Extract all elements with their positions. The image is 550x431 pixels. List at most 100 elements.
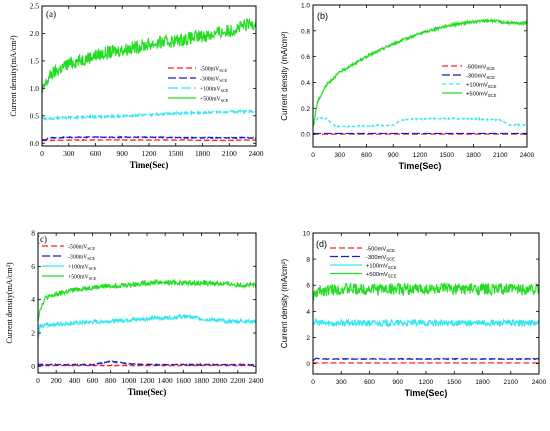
y-axis-label-d: Current density (mA/cm²) xyxy=(280,258,289,348)
x-tick-label-b: 2100 xyxy=(493,152,508,159)
x-tick-label-d: 0 xyxy=(311,379,315,386)
series-line-d-3 xyxy=(313,281,539,302)
y-tick-label-b: 0.8 xyxy=(301,28,310,35)
y-tick-label-d: 2 xyxy=(306,335,310,342)
legend-label-b-2: +100mVSCE xyxy=(466,83,497,90)
legend-label-a-0: -500mVSCE xyxy=(200,67,227,74)
x-tick-label-a: 900 xyxy=(117,149,129,158)
x-tick-label-c: 0 xyxy=(36,376,40,385)
legend-label-a-2: +100mVSCE xyxy=(200,87,229,94)
legend-label-d-0: -500mVSCE xyxy=(366,247,395,254)
series-line-a-1 xyxy=(42,135,256,142)
panel-label-d: (d) xyxy=(316,239,327,249)
legend-label-c-1: -300mVSCE xyxy=(68,255,95,262)
y-tick-label-a: 2.5 xyxy=(30,2,40,11)
series-line-c-3 xyxy=(38,278,256,322)
x-tick-label-a: 0 xyxy=(40,149,44,158)
chart-d: 0 300 600 900 1200 1500 1800 2100 2400 0 2 4 6 8 10 Tim… xyxy=(280,231,547,399)
x-tick-label-c: 600 xyxy=(87,376,99,385)
y-tick-label-b: 0.0 xyxy=(301,132,310,139)
legend-c: -500mVSCE -300mVSCE +100mVSCE +500mVSCE xyxy=(42,245,97,282)
legend-b: -500mVSCE -300mVSCE +100mVSCE +500mVSCE xyxy=(442,65,497,98)
x-tick-label-b: 300 xyxy=(334,152,345,159)
panel-label-c: (c) xyxy=(37,234,47,244)
x-tick-label-c: 2200 xyxy=(230,376,245,385)
x-tick-label-d: 900 xyxy=(392,379,403,386)
legend-a: -500mVSCE -300mVSCE +100mVSCE +500mVSCE xyxy=(168,67,229,104)
y-tick-label-d: 10 xyxy=(303,231,311,238)
y-tick-label-c: 6 xyxy=(31,262,35,271)
x-tick-label-a: 2400 xyxy=(249,149,264,158)
legend-label-b-1: -300mVSCE xyxy=(466,74,495,81)
x-tick-label-d: 2100 xyxy=(504,379,519,386)
y-tick-label-b: 0.2 xyxy=(301,106,310,113)
x-tick-label-d: 1800 xyxy=(475,379,490,386)
y-tick-label-a: 1.5 xyxy=(30,56,40,65)
x-tick-label-a: 2100 xyxy=(222,149,237,158)
x-tick-label-c: 2400 xyxy=(249,376,264,385)
y-axis-label-b: Current density (mA/cm²) xyxy=(280,31,289,121)
legend-label-d-1: -300mVSCE xyxy=(366,255,395,262)
series-line-a-3 xyxy=(42,18,256,93)
x-tick-label-b: 1500 xyxy=(440,152,455,159)
legend-label-a-1: -300mVSCE xyxy=(200,77,227,84)
x-tick-label-a: 300 xyxy=(63,149,75,158)
series-line-d-1 xyxy=(313,357,539,362)
x-tick-label-b: 0 xyxy=(311,152,315,159)
legend-d: -500mVSCE-300mVSCE +100mVSCE+500mVSCE xyxy=(330,247,397,279)
y-tick-label-b: 0.6 xyxy=(301,54,310,61)
y-tick-label-a: 2.0 xyxy=(30,29,40,38)
x-tick-label-a: 1200 xyxy=(142,149,157,158)
legend-label-c-2: +100mVSCE xyxy=(68,265,97,272)
y-tick-label-a: 0.0 xyxy=(30,139,40,148)
chart-c: 0 200 400 600 800 1000 1200 1400 1600 1800 2000 220… xyxy=(5,229,264,398)
plot-frame-d xyxy=(312,232,540,375)
x-tick-label-c: 800 xyxy=(105,376,117,385)
x-tick-label-c: 1400 xyxy=(158,376,173,385)
x-tick-label-b: 900 xyxy=(388,152,399,159)
x-axis-label-c: Time(Sec) xyxy=(128,387,167,397)
legend-label-b-0: -500mVSCE xyxy=(466,65,495,72)
x-tick-label-d: 1200 xyxy=(419,379,434,386)
plot-frame-a xyxy=(41,5,257,147)
y-tick-label-c: 2 xyxy=(31,329,35,338)
y-tick-label-d: 6 xyxy=(306,283,310,290)
x-tick-label-c: 1000 xyxy=(121,376,136,385)
series-line-a-0 xyxy=(42,138,256,142)
y-tick-label-d: 8 xyxy=(306,257,310,264)
y-tick-label-a: 0.5 xyxy=(30,111,40,120)
series-line-c-2 xyxy=(38,313,256,340)
series-line-a-2 xyxy=(42,109,256,122)
series-line-d-2 xyxy=(313,317,539,328)
y-tick-label-c: 0 xyxy=(31,362,35,371)
x-tick-label-c: 200 xyxy=(51,376,63,385)
x-tick-label-d: 300 xyxy=(336,379,347,386)
x-tick-label-c: 1600 xyxy=(176,376,191,385)
y-tick-label-c: 4 xyxy=(31,295,35,304)
x-tick-label-a: 1800 xyxy=(195,149,210,158)
legend-label-c-3: +500mVSCE xyxy=(68,275,97,282)
panel-label-a: (a) xyxy=(46,9,56,19)
x-tick-label-c: 1200 xyxy=(140,376,155,385)
y-tick-label-b: 0.4 xyxy=(301,80,310,87)
series-line-b-2 xyxy=(313,116,527,129)
x-axis-label-b: Time(Sec) xyxy=(399,161,442,171)
series-line-b-3 xyxy=(313,17,527,127)
series-line-c-1 xyxy=(38,359,256,367)
x-tick-label-d: 600 xyxy=(364,379,375,386)
x-axis-label-a: Time(Sec) xyxy=(130,160,169,170)
panel-label-b: (b) xyxy=(317,11,328,21)
chart-b: 0 300 600 900 1200 1500 1800 2100 2400 0.0 0.2 0.4 0… xyxy=(280,3,535,172)
x-tick-label-c: 2000 xyxy=(212,376,227,385)
x-tick-label-d: 2400 xyxy=(532,379,547,386)
x-tick-label-c: 400 xyxy=(69,376,81,385)
x-tick-label-b: 1800 xyxy=(466,152,481,159)
legend-label-a-3: +500mVSCE xyxy=(200,97,229,104)
x-axis-label-d: Time(Sec) xyxy=(405,388,448,398)
y-tick-label-c: 8 xyxy=(31,229,35,238)
chart-a: 0 300 600 900 1200 1500 1800 2100 2400 0.0 0.5 1.0 1… xyxy=(9,2,264,171)
y-tick-label-d: 0 xyxy=(306,361,310,368)
x-tick-label-b: 2400 xyxy=(520,152,535,159)
y-axis-label-a: Current density(mA/cm²) xyxy=(9,35,18,117)
